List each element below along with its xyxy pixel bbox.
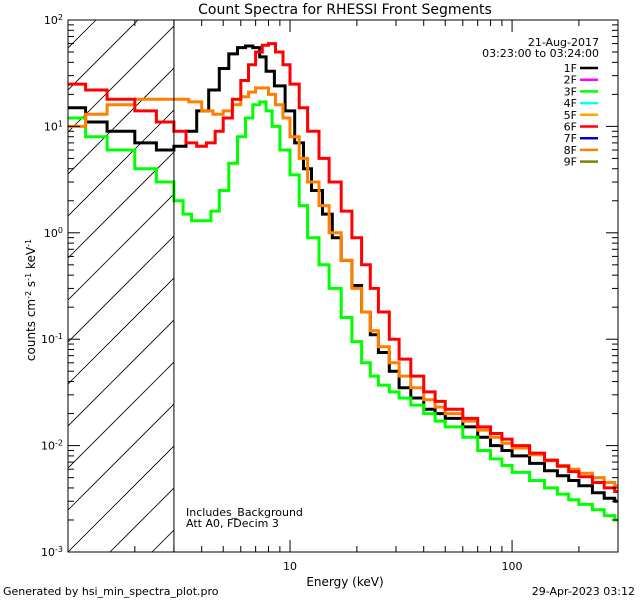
- legend-label: 2F: [564, 74, 577, 87]
- y-tick-label: 102: [44, 13, 63, 28]
- y-tick-label: 10-2: [41, 438, 63, 453]
- x-tick-label: 10: [283, 560, 297, 573]
- legend-label: 8F: [564, 144, 577, 157]
- legend-label: 5F: [564, 109, 577, 122]
- legend-label: 6F: [564, 121, 577, 134]
- y-tick-label: 10-3: [41, 545, 63, 560]
- legend-label: 3F: [564, 85, 577, 98]
- series-6F: [68, 42, 618, 493]
- x-axis-ticks: 10 100: [134, 20, 619, 573]
- time-range-label: 03:23:00 to 03:24:00: [482, 47, 599, 60]
- annotation-attenuator: Att A0, FDecim 3: [186, 517, 279, 530]
- y-tick-label: 101: [44, 119, 63, 134]
- plot-frame: [67, 19, 619, 553]
- hatch-line: [68, 277, 174, 385]
- chart-title: Count Spectra for RHESSI Front Segments: [198, 2, 492, 18]
- annotation-background: Includes_Background: [186, 506, 303, 519]
- legend-label: 7F: [564, 132, 577, 145]
- timestamp-label: 29-Apr-2023 03:12: [532, 585, 635, 598]
- legend-label: 1F: [564, 62, 577, 75]
- x-axis-label: Energy (keV): [306, 575, 383, 589]
- hatch-line: [68, 193, 174, 301]
- hatch-line: [0, 20, 12, 552]
- hatch-line: [68, 235, 174, 343]
- x-tick-label: 100: [502, 560, 523, 573]
- hatch-line: [68, 403, 174, 511]
- date-label: 21-Aug-2017: [528, 36, 599, 49]
- y-tick-label: 100: [44, 225, 63, 240]
- hatch-line: [68, 445, 174, 552]
- series-1F: [68, 44, 618, 503]
- legend-label: 9F: [564, 156, 577, 169]
- y-tick-label: 10-1: [41, 332, 63, 347]
- series-3F: [68, 100, 618, 522]
- legend-label: 4F: [564, 97, 577, 110]
- y-axis-label: counts cm-2 s-1 keV-1: [24, 239, 39, 361]
- hatch-line: [362, 20, 640, 552]
- hatch-line: [68, 361, 174, 469]
- series-8F: [68, 86, 618, 488]
- generated-by-label: Generated by hsi_min_spectra_plot.pro: [3, 585, 219, 598]
- hatch-line: [68, 25, 174, 133]
- spectra-series: [68, 42, 618, 522]
- y-axis-ticks: 10-3 10-2 10-1 100 101 102: [41, 13, 618, 560]
